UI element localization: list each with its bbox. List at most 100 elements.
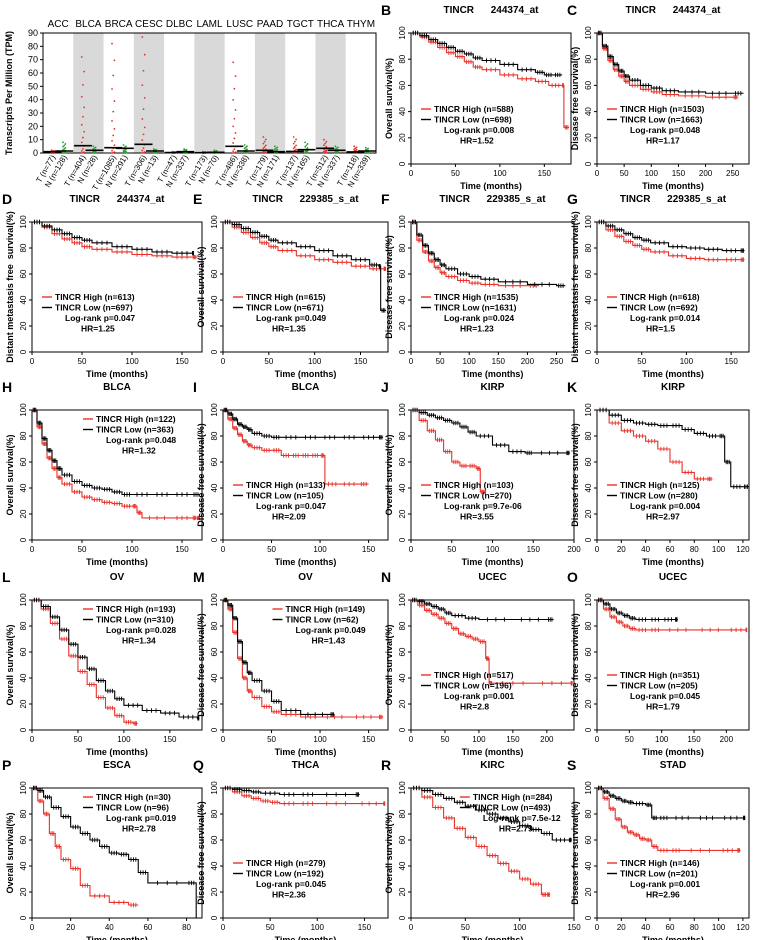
x-tick-label: 150	[175, 357, 189, 366]
expression-point	[367, 147, 370, 150]
y-tick-label: 60	[584, 647, 593, 656]
y-tick-label: 100	[210, 781, 219, 795]
x-tick-label: 200	[567, 545, 581, 554]
survival-curve	[597, 787, 746, 819]
legend-entry: TINCR Low (n=270)	[434, 491, 512, 501]
legend-entry: TINCR High (n=1535)	[434, 292, 518, 302]
legend: TINCR High (n=1503)TINCR Low (n=1663)Log…	[607, 104, 704, 146]
y-tick-label: 40	[210, 861, 219, 870]
expression-point	[80, 56, 83, 58]
expression-point	[246, 148, 248, 151]
x-tick-label: 0	[221, 357, 226, 366]
y-tick-label: 0	[19, 349, 28, 354]
x-tick-label: 100	[463, 357, 477, 366]
x-axis-title: Time (months)	[86, 557, 148, 567]
y-tick-label: 100	[19, 403, 28, 417]
legend-entry: TINCR High (n=125)	[620, 480, 700, 490]
y-tick-label: 40	[210, 673, 219, 682]
y-tick-label: 100	[19, 593, 28, 607]
panel-letter: O	[567, 569, 578, 585]
x-tick-label: 100	[513, 923, 527, 932]
legend-hr: HR=2.09	[272, 512, 306, 522]
expression-point	[276, 148, 279, 151]
legend: TINCR High (n=613)TINCR Low (n=697)Log-r…	[42, 292, 135, 334]
survival-curve	[223, 599, 384, 718]
legend-entry: TINCR High (n=517)	[434, 670, 514, 680]
expression-point	[243, 147, 246, 150]
y-tick-label: 20	[210, 887, 219, 896]
legend: TINCR High (n=149)TINCR Low (n=62)Log-ra…	[272, 604, 366, 646]
cancer-label: ACC	[48, 19, 69, 30]
survival-curve	[411, 221, 566, 287]
expression-points	[122, 144, 127, 154]
shaded-band	[194, 33, 225, 153]
expression-point	[232, 142, 235, 144]
y-tick-label: 60	[398, 647, 407, 656]
y-axis-title: Overall survival(%)	[5, 624, 15, 705]
legend-entry: TINCR High (n=103)	[434, 480, 514, 490]
legend-entry: TINCR Low (n=692)	[620, 303, 698, 313]
x-tick-label: 0	[409, 735, 414, 744]
panel-title: TINCR 229385_s_at	[620, 194, 727, 205]
expression-point	[243, 144, 246, 146]
expression-point	[295, 144, 297, 147]
x-tick-label: 150	[672, 169, 686, 178]
expression-point	[232, 125, 235, 128]
y-tick-label: 0	[210, 727, 219, 732]
x-tick-label: 60	[666, 545, 675, 554]
expression-point	[244, 146, 247, 149]
series-high	[597, 219, 745, 262]
survival-curve	[411, 32, 563, 76]
expression-point	[155, 148, 158, 151]
expression-point	[276, 146, 279, 149]
plot-frame	[222, 599, 389, 731]
series-low	[411, 597, 554, 622]
panel-M: M OV 0 50 100 150 0 20 40 60 80 100 Time (months) Dis…	[193, 569, 389, 757]
y-axis-title: Overall survival(%)	[384, 624, 394, 705]
x-tick-label: 100	[313, 545, 327, 554]
legend: TINCR High (n=279)TINCR Low (n=192)Log-r…	[233, 858, 326, 900]
survival-curve	[411, 221, 540, 287]
x-axis-title: Time (months)	[642, 369, 704, 379]
legend-entry: TINCR Low (n=62)	[286, 615, 359, 625]
expression-point	[82, 148, 84, 150]
series-low	[223, 597, 335, 717]
legend-entry: TINCR High (n=122)	[96, 414, 176, 424]
expression-point	[234, 109, 237, 111]
expression-point	[325, 149, 328, 151]
expression-point	[233, 117, 236, 120]
shaded-band	[73, 33, 104, 153]
expression-point	[292, 142, 295, 145]
y-axis-title: Disease free survival(%)	[570, 47, 580, 151]
panel-S: S STAD 0 20 40 60 80 100 120 0 20 40 60 80 100 Time (mo…	[567, 757, 750, 940]
y-tick-label: 60	[210, 647, 219, 656]
legend-pvalue: Log-rank p=0.001	[444, 691, 514, 701]
plot-frame	[222, 221, 389, 353]
panel-letter: J	[381, 379, 389, 395]
x-tick-label: 150	[362, 735, 376, 744]
x-tick-label: 0	[595, 169, 600, 178]
y-tick-label: 0	[398, 727, 407, 732]
legend: TINCR High (n=193)TINCR Low (n=310)Log-r…	[83, 604, 176, 646]
x-tick-label: 250	[726, 169, 740, 178]
x-tick-label: 50	[78, 357, 87, 366]
plot-frame	[31, 409, 203, 541]
expression-point	[232, 99, 235, 101]
expression-point	[122, 144, 125, 146]
expression-point	[83, 106, 86, 109]
expression-point	[142, 133, 145, 136]
expression-point	[64, 147, 67, 149]
survival-curve	[223, 409, 369, 485]
survival-curve	[597, 409, 749, 488]
expression-point	[50, 149, 53, 152]
x-tick-label: 150	[506, 735, 520, 744]
y-tick-label: 60	[28, 68, 38, 78]
cancer-label: BLCA	[75, 19, 101, 30]
y-tick-label: 100	[210, 215, 219, 229]
x-tick-label: 150	[687, 735, 701, 744]
plot-frame	[410, 32, 572, 165]
panel-title: KIRP	[661, 382, 685, 393]
y-axis-title: Overall survival(%)	[384, 58, 394, 139]
legend-hr: HR=2.79	[499, 824, 533, 834]
plot-frame	[222, 787, 389, 919]
